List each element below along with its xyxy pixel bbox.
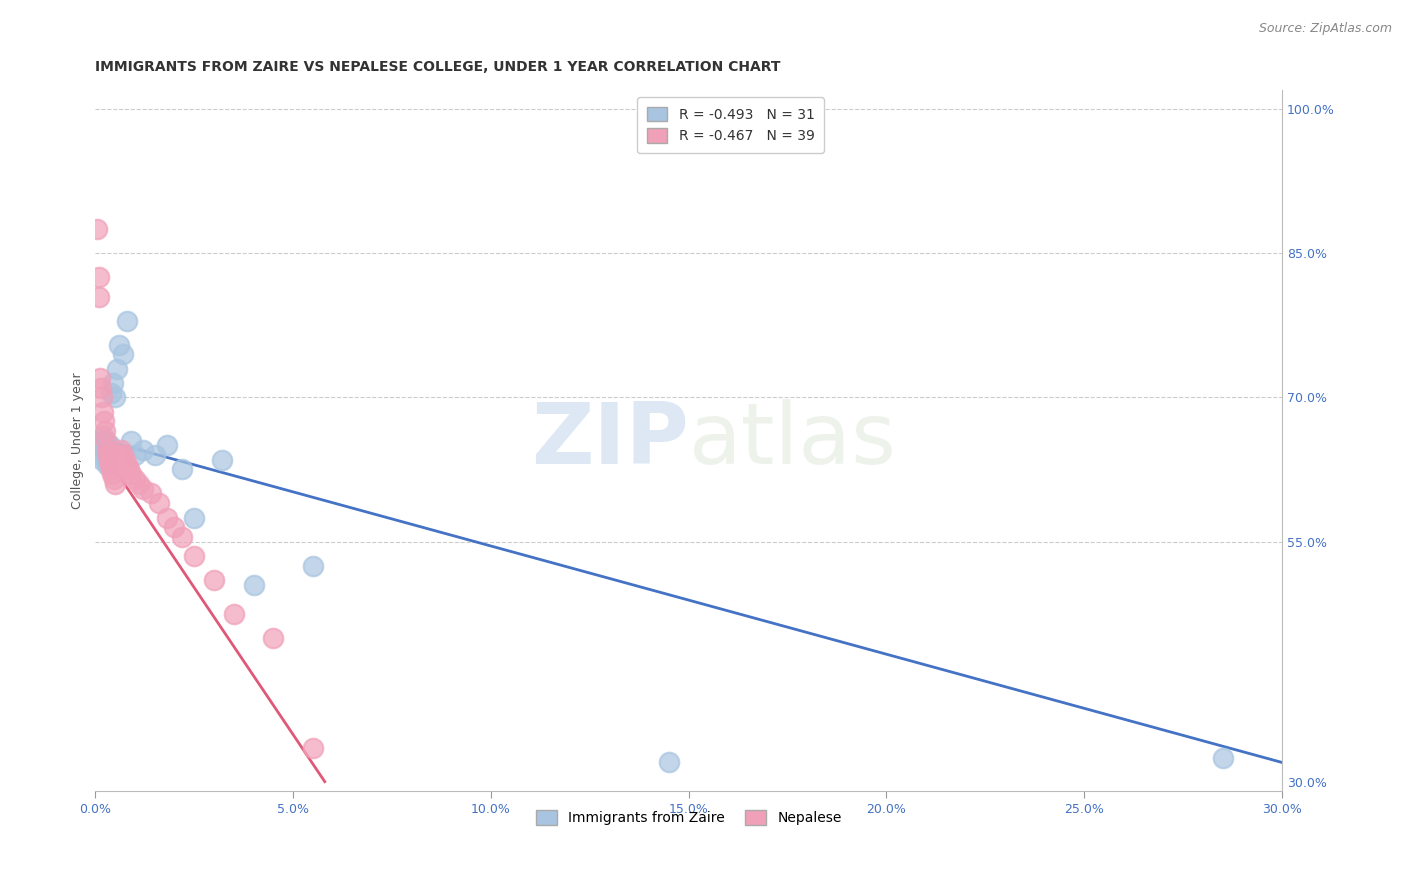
Point <box>94 434 117 448</box>
Legend: Immigrants from Zaire, Nepalese: Immigrants from Zaire, Nepalese <box>527 802 851 833</box>
Point <box>87 270 110 285</box>
Point <box>96 448 118 462</box>
Point <box>105 453 128 467</box>
Point <box>262 631 284 645</box>
Point <box>112 347 135 361</box>
Point <box>115 458 138 472</box>
Point <box>302 741 325 756</box>
Point <box>108 337 131 351</box>
Point <box>91 405 114 419</box>
Text: Source: ZipAtlas.com: Source: ZipAtlas.com <box>1258 22 1392 36</box>
Point <box>93 443 115 458</box>
Point <box>94 424 117 438</box>
Point <box>124 472 146 486</box>
Point <box>183 549 205 563</box>
Point <box>89 371 111 385</box>
Point <box>96 434 118 448</box>
Point <box>112 448 135 462</box>
Point <box>139 486 162 500</box>
Point <box>242 578 264 592</box>
Point <box>222 607 245 621</box>
Point <box>211 453 233 467</box>
Point <box>202 573 225 587</box>
Point <box>148 496 170 510</box>
Point <box>115 313 138 327</box>
Text: IMMIGRANTS FROM ZAIRE VS NEPALESE COLLEGE, UNDER 1 YEAR CORRELATION CHART: IMMIGRANTS FROM ZAIRE VS NEPALESE COLLEG… <box>96 60 780 74</box>
Point <box>183 510 205 524</box>
Point <box>172 462 194 476</box>
Point <box>97 448 120 462</box>
Point <box>658 756 681 770</box>
Point <box>1212 750 1234 764</box>
Point <box>98 443 121 458</box>
Point <box>101 376 124 390</box>
Point <box>104 476 127 491</box>
Point <box>86 222 108 236</box>
Point <box>105 361 128 376</box>
Point <box>143 448 166 462</box>
Text: ZIP: ZIP <box>531 399 689 483</box>
Point <box>96 458 118 472</box>
Point <box>100 438 122 452</box>
Point <box>118 462 141 476</box>
Point <box>155 510 177 524</box>
Point <box>104 391 127 405</box>
Point <box>128 476 150 491</box>
Point <box>91 391 114 405</box>
Point <box>108 448 131 462</box>
Point <box>103 472 125 486</box>
Point <box>100 462 122 476</box>
Text: atlas: atlas <box>689 399 897 483</box>
Point <box>90 438 112 452</box>
Point <box>93 414 115 428</box>
Point <box>120 467 142 482</box>
Point <box>132 443 155 458</box>
Point <box>155 438 177 452</box>
Point <box>91 453 114 467</box>
Y-axis label: College, Under 1 year: College, Under 1 year <box>72 372 84 509</box>
Point <box>100 385 122 400</box>
Point <box>110 443 132 458</box>
Point <box>98 453 121 467</box>
Point <box>101 467 124 482</box>
Point <box>114 453 136 467</box>
Point <box>100 458 122 472</box>
Point <box>87 434 110 448</box>
Point <box>96 443 118 458</box>
Point <box>97 438 120 452</box>
Point <box>172 530 194 544</box>
Point <box>89 289 111 303</box>
Point <box>91 429 114 443</box>
Point <box>124 448 146 462</box>
Point <box>89 448 111 462</box>
Point <box>90 381 112 395</box>
Point <box>163 520 186 534</box>
Point <box>302 558 325 573</box>
Point <box>132 482 155 496</box>
Point <box>120 434 142 448</box>
